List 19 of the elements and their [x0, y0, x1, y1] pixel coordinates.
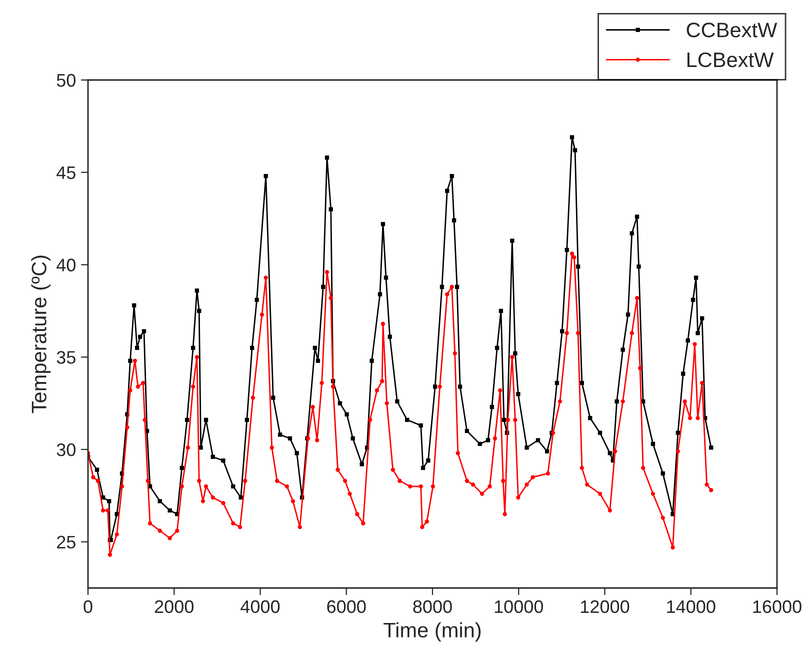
x-tick-label: 0 — [84, 600, 92, 614]
y-tick-label: 30 — [56, 443, 76, 456]
x-tick-label: 6000 — [327, 600, 366, 614]
x-tick-label: 16000 — [753, 600, 802, 614]
y-tick-label: 50 — [56, 74, 76, 87]
x-tick-label: 10000 — [494, 600, 544, 614]
x-tick-label: 14000 — [667, 600, 716, 614]
legend-label: CCBextW — [686, 22, 778, 38]
y-tick-label: 35 — [56, 351, 76, 364]
x-tick-label: 4000 — [240, 600, 280, 614]
y-tick-label: 40 — [56, 258, 76, 272]
x-tick-label: 8000 — [413, 600, 452, 614]
x-tick-label: 12000 — [581, 600, 630, 614]
x-axis-title: Time (min) — [384, 622, 481, 642]
x-tick-label: 2000 — [154, 600, 194, 614]
y-axis-title: Temperature (ºC) — [31, 256, 51, 414]
y-tick-label: 25 — [57, 536, 76, 549]
y-tick-label: 45 — [56, 166, 76, 180]
legend-label: LCBextW — [687, 52, 774, 68]
